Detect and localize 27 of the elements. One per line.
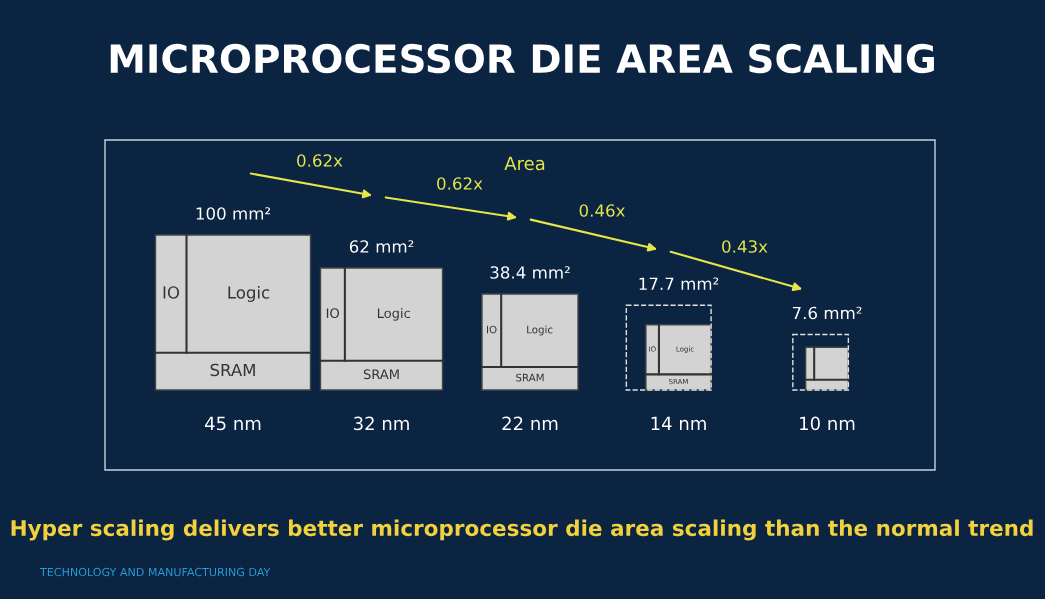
text: Logic <box>527 325 553 336</box>
text: MICROPROCESSOR DIE AREA SCALING <box>110 43 934 74</box>
text: SRAM <box>516 373 544 382</box>
text: Logic <box>228 285 270 302</box>
data-label: 7.6 mm² <box>792 306 862 320</box>
text: IO <box>487 325 497 334</box>
data-label: 38.4 mm² <box>490 266 570 279</box>
data-label: 100 mm² <box>196 207 271 220</box>
data-label: 17.7 mm² <box>639 277 719 290</box>
text: 0.43x <box>722 240 768 253</box>
text: Logic <box>377 308 410 321</box>
category-label: 45 nm <box>205 416 261 431</box>
category-label: 32 nm <box>354 416 409 431</box>
text: 0.62x <box>297 154 343 167</box>
category-label: 22 nm <box>502 416 558 430</box>
text: TECHNOLOGY AND MANUFACTURING DAY <box>39 567 271 577</box>
text: IO <box>163 286 180 299</box>
text: SRAM <box>363 369 399 380</box>
text: 0.62x <box>437 177 483 190</box>
category-label: 10 nm <box>800 416 855 431</box>
text: Area <box>504 156 545 171</box>
text: SRAM <box>210 363 255 377</box>
text: IO <box>326 308 339 319</box>
data-label: 62 mm² <box>349 240 414 253</box>
text: Hyper scaling delivers better microprocessor die area scaling than the normal trend <box>11 519 1033 541</box>
category-label: 14 nm <box>651 416 706 430</box>
text: 0.46x <box>579 204 625 217</box>
